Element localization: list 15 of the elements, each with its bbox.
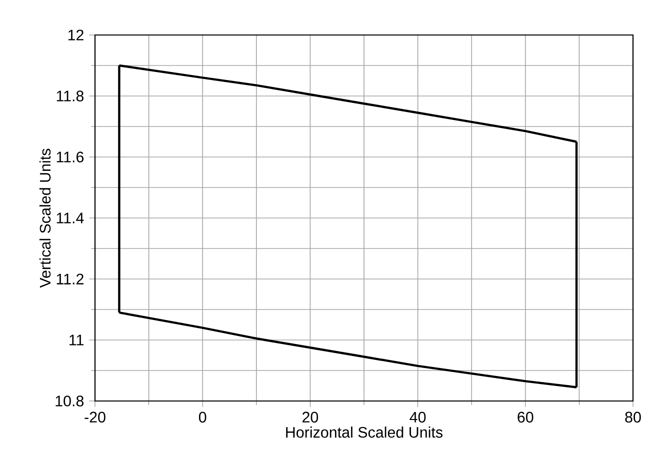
x-tick-label: 20 [302, 412, 318, 423]
x-axis-title: Horizontal Scaled Units [286, 426, 442, 438]
x-tick-label: 40 [410, 412, 426, 423]
x-tick-label: 0 [198, 412, 206, 423]
y-tick-label: 11.6 [56, 152, 84, 162]
x-tick-label: 60 [518, 412, 534, 423]
y-tick-label: 11.8 [56, 90, 84, 102]
y-tick-label: 10.8 [56, 396, 84, 406]
y-tick-label: 11 [70, 334, 84, 346]
y-axis-title: Vertical Scaled Units [39, 148, 51, 288]
y-tick-label: 12 [68, 30, 84, 40]
y-tick-label: 11.2 [56, 274, 84, 284]
y-tick-label: 11.4 [56, 212, 84, 224]
x-tick-label: 80 [625, 412, 641, 423]
x-tick-label: -20 [84, 412, 106, 423]
